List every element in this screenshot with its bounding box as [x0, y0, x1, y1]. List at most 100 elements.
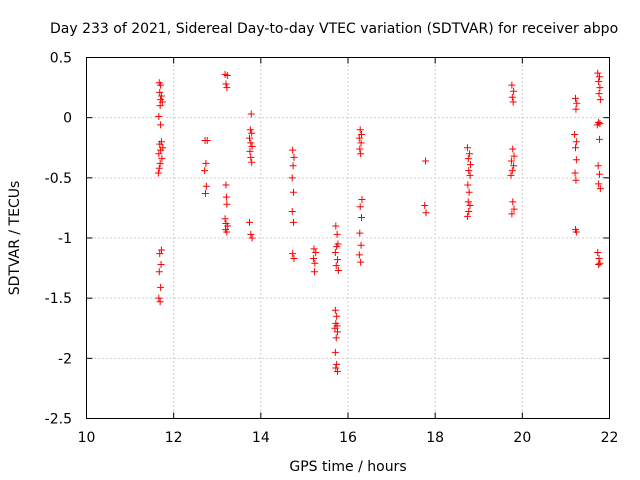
data-point	[310, 245, 318, 253]
x-tick-label: 14	[252, 430, 270, 446]
y-tick-label: 0	[63, 111, 72, 127]
data-point	[333, 312, 341, 320]
data-point	[248, 129, 256, 137]
data-point	[290, 254, 298, 262]
data-point	[155, 150, 163, 158]
data-point	[156, 159, 164, 167]
data-point	[466, 202, 474, 210]
data-point	[508, 81, 516, 89]
data-point	[510, 152, 518, 160]
data-point	[311, 259, 319, 267]
data-points	[154, 69, 604, 376]
data-point	[157, 260, 165, 268]
data-point	[155, 164, 163, 172]
data-point	[464, 181, 472, 189]
data-point	[508, 210, 516, 218]
data-point	[201, 189, 209, 197]
data-point	[223, 200, 231, 208]
data-point	[154, 169, 162, 177]
data-point	[331, 306, 339, 314]
data-point	[156, 140, 164, 148]
data-point	[312, 248, 320, 256]
data-point	[466, 150, 474, 158]
x-tick-labels: 10 12 14 16 18 20 22	[78, 430, 619, 446]
x-tick-label: 10	[78, 430, 96, 446]
data-point	[572, 176, 580, 184]
data-point	[290, 153, 298, 161]
data-point	[157, 81, 165, 89]
y-tick-label: -1	[58, 231, 72, 247]
data-point	[156, 298, 164, 306]
data-point	[595, 180, 603, 188]
data-point	[203, 137, 211, 145]
data-point	[157, 92, 165, 100]
data-point	[357, 139, 365, 147]
data-point	[157, 146, 165, 154]
data-point	[510, 87, 518, 95]
data-point	[465, 188, 473, 196]
data-point	[357, 150, 365, 158]
data-point	[594, 162, 602, 170]
y-tick-label: -1.5	[45, 291, 72, 307]
data-point	[289, 146, 297, 154]
data-point	[334, 328, 342, 336]
data-point	[595, 73, 603, 81]
data-point	[356, 145, 364, 153]
data-point	[247, 110, 255, 118]
data-point	[571, 131, 579, 139]
data-point	[356, 203, 364, 211]
data-point	[223, 84, 231, 92]
chart-title: Day 233 of 2021, Sidereal Day-to-day VTE…	[50, 21, 618, 37]
data-point	[595, 118, 603, 126]
data-point	[247, 153, 255, 161]
data-point	[222, 193, 230, 201]
data-point	[247, 139, 255, 147]
data-point	[572, 94, 580, 102]
data-point	[155, 112, 163, 120]
grid-lines	[86, 57, 610, 419]
data-point	[155, 268, 163, 276]
data-point	[355, 134, 363, 142]
x-tick-label: 22	[601, 430, 619, 446]
x-tick-label: 16	[339, 430, 357, 446]
data-point	[463, 212, 471, 220]
data-point	[595, 254, 603, 262]
data-point	[332, 334, 340, 342]
y-tick-labels: 0.5 0 -0.5 -1 -1.5 -2 -2.5	[45, 51, 72, 428]
data-point	[596, 120, 604, 128]
data-point	[331, 348, 339, 356]
data-point	[507, 157, 515, 165]
data-point	[157, 121, 165, 129]
data-point	[465, 167, 473, 175]
data-point	[202, 159, 210, 167]
data-point	[572, 144, 580, 152]
data-point	[223, 228, 231, 236]
data-point	[465, 208, 473, 216]
data-point	[331, 248, 339, 256]
data-point	[246, 147, 254, 155]
data-point	[246, 134, 254, 142]
data-point	[202, 182, 210, 190]
data-point	[333, 360, 341, 368]
data-point	[358, 131, 366, 139]
data-point	[571, 169, 579, 177]
data-point	[357, 241, 365, 249]
data-point	[248, 143, 256, 151]
data-point	[358, 214, 366, 222]
data-point	[290, 188, 298, 196]
data-point	[334, 256, 342, 264]
data-point	[222, 80, 230, 88]
data-point	[509, 198, 517, 206]
data-point	[310, 268, 318, 276]
plot-frame	[86, 57, 610, 419]
data-point	[572, 228, 580, 236]
data-point	[247, 230, 255, 238]
data-point	[334, 266, 342, 274]
data-point	[356, 229, 364, 237]
data-point	[156, 88, 164, 96]
data-point	[466, 171, 474, 179]
x-axis-label: GPS time / hours	[289, 459, 406, 475]
data-point	[595, 78, 603, 86]
data-point	[331, 324, 339, 332]
